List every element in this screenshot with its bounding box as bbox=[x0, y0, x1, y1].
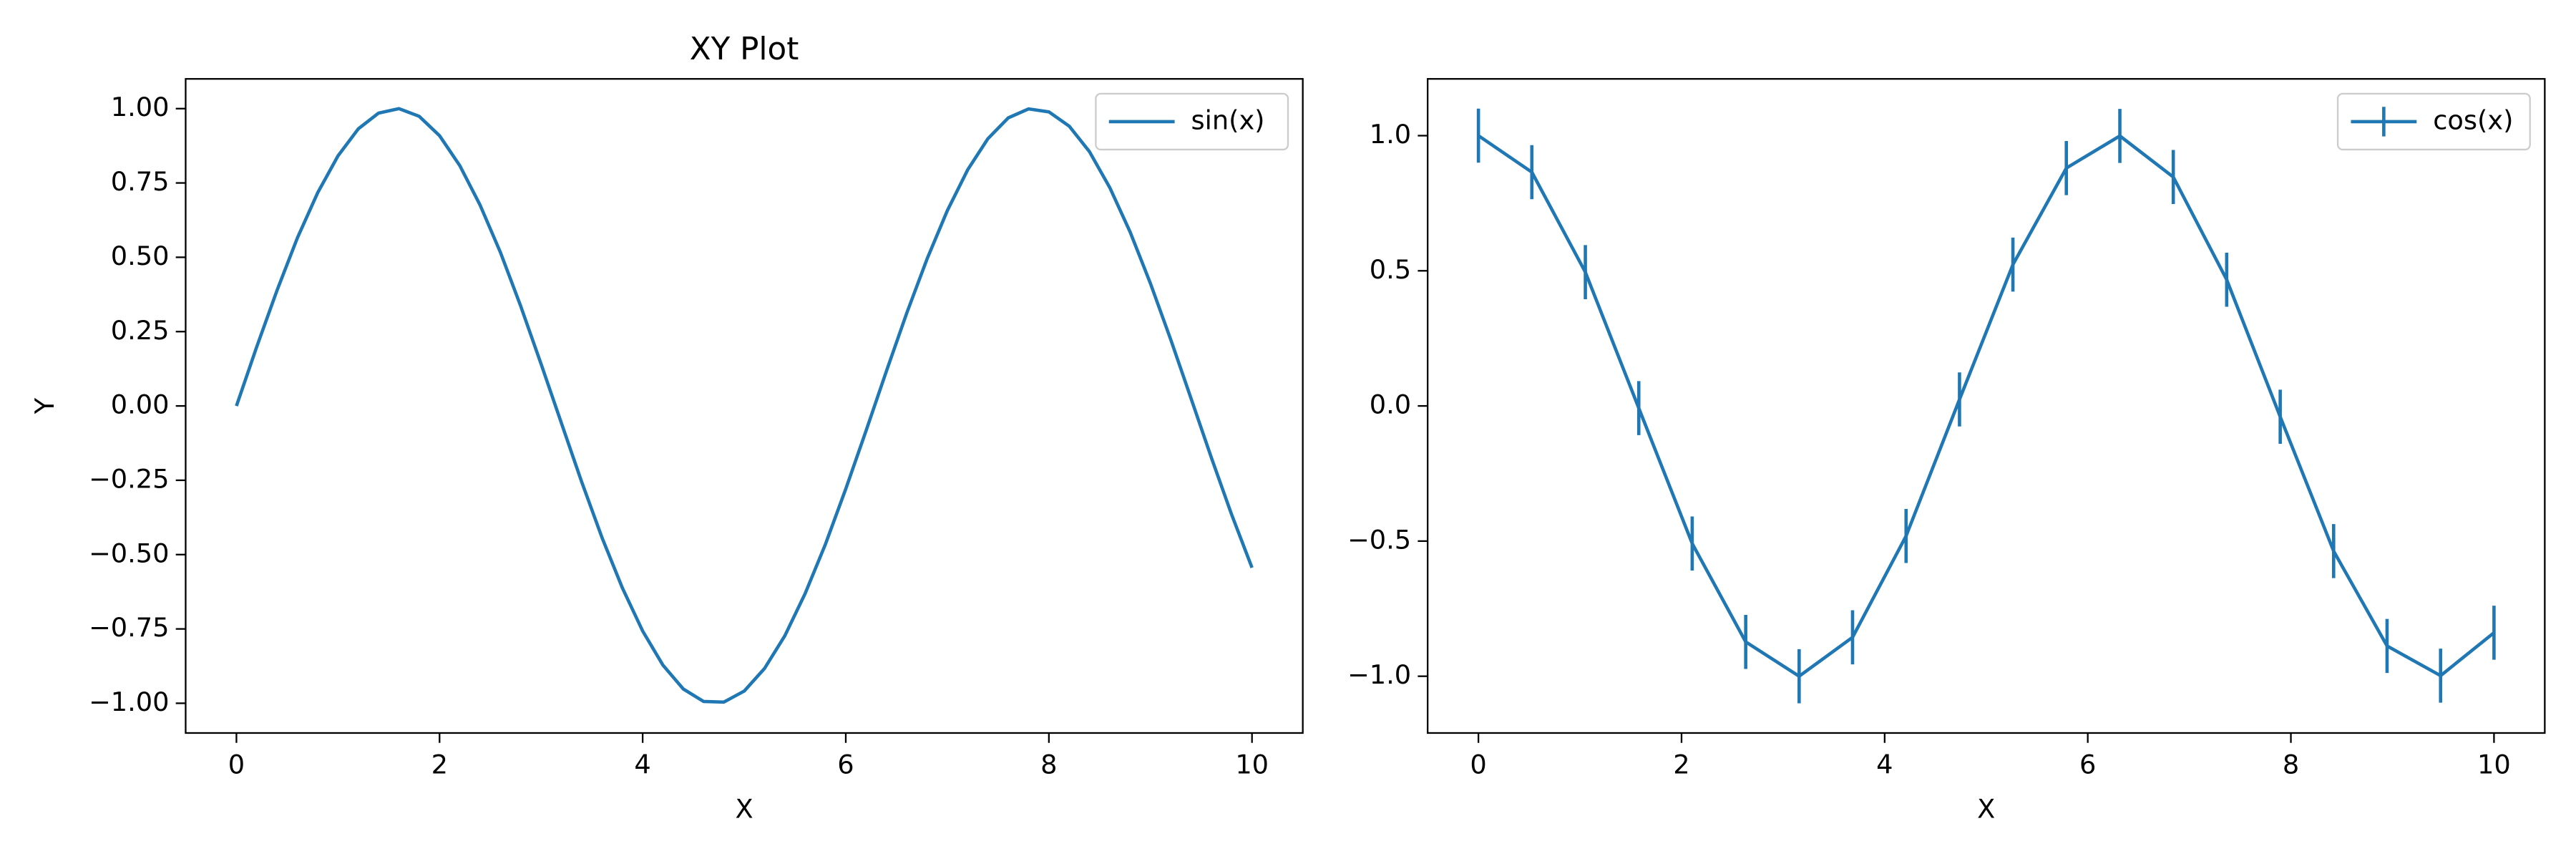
x-tick-label: 0 bbox=[1470, 749, 1486, 780]
data-line bbox=[235, 107, 1254, 704]
legend-label: sin(x) bbox=[1191, 105, 1265, 135]
x-tick-label: 6 bbox=[2079, 749, 2096, 780]
x-tick-label: 10 bbox=[1235, 749, 1269, 780]
y-tick-label: 0.00 bbox=[111, 389, 170, 420]
x-tick-label: 4 bbox=[634, 749, 650, 780]
axes-frame bbox=[185, 78, 1304, 734]
y-axis-label: Y bbox=[29, 397, 60, 414]
y-tick-label: −1.00 bbox=[89, 686, 170, 717]
x-axis-label: X bbox=[1977, 793, 1995, 824]
y-tick-label: 1.0 bbox=[1370, 119, 1411, 150]
legend-label: cos(x) bbox=[2433, 105, 2513, 135]
y-tick-label: −0.25 bbox=[89, 463, 170, 494]
x-tick-label: 2 bbox=[431, 749, 448, 780]
x-tick-label: 8 bbox=[2283, 749, 2299, 780]
x-tick-label: 6 bbox=[837, 749, 854, 780]
subplot: X 0 2 4 6 8 10 −1.0 −0.5 0.0 0.5 1.0 cos(x) bbox=[1347, 78, 2546, 824]
x-axis-label: X bbox=[735, 793, 753, 824]
legend-frame bbox=[1095, 92, 1289, 151]
y-tick-label: 1.00 bbox=[111, 92, 170, 122]
x-tick-label: 8 bbox=[1040, 749, 1057, 780]
x-tick-label: 4 bbox=[1876, 749, 1893, 780]
data-line bbox=[1477, 134, 2495, 678]
x-tick-label: 10 bbox=[2477, 749, 2511, 780]
x-tick-label: 2 bbox=[1673, 749, 1689, 780]
y-tick-label: 0.0 bbox=[1370, 389, 1411, 420]
legend: cos(x) bbox=[2336, 92, 2531, 151]
legend-frame bbox=[2336, 92, 2531, 151]
y-tick-label: −0.5 bbox=[1347, 524, 1411, 555]
x-tick-label: 0 bbox=[228, 749, 245, 780]
y-tick-label: −0.50 bbox=[89, 538, 170, 568]
chart-title: XY Plot bbox=[690, 31, 799, 67]
y-tick-label: 0.50 bbox=[111, 241, 170, 271]
y-tick-label: 0.5 bbox=[1370, 254, 1411, 285]
subplot: XY Plot X Y 0 2 4 6 8 10 −1.00 −0.75 −0.50 −0.25 0.00… bbox=[29, 31, 1304, 824]
y-tick-label: 0.75 bbox=[111, 166, 170, 197]
y-tick-label: 0.25 bbox=[111, 315, 170, 346]
y-tick-label: −0.75 bbox=[89, 612, 170, 643]
y-tick-label: −1.0 bbox=[1347, 659, 1411, 690]
axes-frame bbox=[1427, 78, 2546, 734]
legend: sin(x) bbox=[1095, 92, 1289, 151]
